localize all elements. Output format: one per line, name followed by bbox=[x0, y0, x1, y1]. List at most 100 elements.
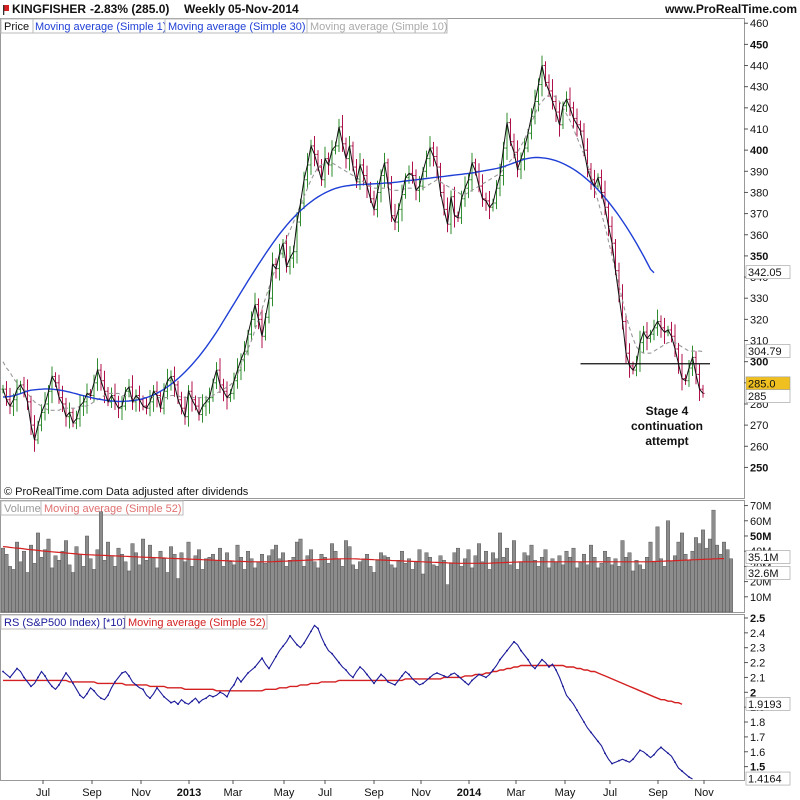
price-footer: © ProRealTime.com Data adjusted after di… bbox=[4, 486, 249, 498]
header-site[interactable]: www.ProRealTime.com bbox=[664, 2, 797, 16]
rs-point bbox=[345, 669, 347, 671]
annotation-line-3: attempt bbox=[645, 434, 688, 448]
price-tick-label: 370 bbox=[750, 209, 768, 221]
annotation-line-1: Stage 4 bbox=[646, 404, 689, 418]
volume-bar bbox=[540, 557, 544, 613]
tag-last: 285.0 bbox=[748, 378, 776, 390]
volume-bar bbox=[382, 555, 387, 613]
volume-bar bbox=[379, 552, 383, 613]
volume-tick-label: 60M bbox=[750, 516, 771, 528]
rs-point bbox=[170, 701, 172, 704]
rs-point bbox=[590, 731, 592, 734]
volume-bar bbox=[491, 552, 495, 613]
price-tick-label: 460 bbox=[750, 18, 768, 30]
rs-point bbox=[352, 676, 354, 679]
volume-bar bbox=[613, 558, 618, 613]
volume-bar bbox=[158, 550, 163, 613]
volume-panel[interactable] bbox=[0, 500, 745, 613]
rs-point bbox=[275, 655, 277, 658]
volume-bar bbox=[669, 561, 674, 613]
volume-bar bbox=[106, 541, 110, 613]
volume-bar bbox=[207, 557, 212, 613]
volume-bar bbox=[113, 566, 117, 613]
volume-bar bbox=[557, 555, 562, 613]
rs-point bbox=[688, 776, 690, 778]
volume-bar bbox=[449, 563, 453, 613]
volume-bar bbox=[575, 567, 579, 613]
volume-bar bbox=[333, 550, 338, 613]
volume-bar bbox=[673, 555, 677, 613]
rs-tick-label: 2.4 bbox=[750, 628, 765, 640]
volume-bar bbox=[358, 561, 362, 613]
x-tick-label: Mar bbox=[224, 787, 243, 799]
volume-bar bbox=[725, 549, 730, 613]
rs-point bbox=[513, 640, 515, 643]
volume-bar bbox=[722, 541, 726, 613]
price-tick-label: 300 bbox=[750, 357, 768, 369]
rs-point bbox=[443, 675, 445, 677]
volume-bar bbox=[319, 554, 324, 613]
rs-point bbox=[597, 740, 599, 743]
volume-bar bbox=[729, 558, 733, 613]
volume-bars bbox=[1, 509, 733, 613]
volume-bar bbox=[529, 544, 534, 613]
price-tick-label: 250 bbox=[750, 462, 768, 474]
rs-point bbox=[667, 752, 669, 755]
price-bar bbox=[701, 384, 705, 398]
volume-bar bbox=[515, 569, 520, 613]
rs-point bbox=[415, 680, 417, 683]
volume-bar bbox=[610, 564, 614, 613]
rs-point bbox=[268, 667, 270, 670]
rs-point bbox=[44, 675, 46, 677]
rs-panel[interactable] bbox=[0, 614, 745, 781]
rs-point bbox=[660, 746, 662, 749]
rs-point bbox=[576, 709, 578, 712]
rs-point bbox=[394, 683, 396, 686]
rs-point bbox=[37, 676, 39, 679]
volume-bar bbox=[316, 567, 320, 613]
volume-bar bbox=[120, 554, 124, 613]
volume-bar bbox=[456, 547, 460, 613]
price-tick-label: 390 bbox=[750, 166, 768, 178]
rs-point bbox=[310, 630, 312, 633]
header-change: -2.83% (285.0) bbox=[90, 2, 169, 16]
rs-point bbox=[177, 703, 179, 706]
price-tick-label: 330 bbox=[750, 293, 768, 305]
rs-point bbox=[548, 666, 550, 668]
volume-bar bbox=[186, 541, 191, 613]
volume-bar bbox=[165, 572, 170, 613]
volume-tick-label: 50M bbox=[750, 531, 771, 543]
volume-bar bbox=[407, 558, 411, 613]
tag-close-box bbox=[745, 389, 791, 403]
header-date: 05-Nov-2014 bbox=[228, 2, 299, 16]
volume-bar bbox=[477, 543, 481, 613]
volume-bar bbox=[162, 558, 166, 613]
price-tick-label: 430 bbox=[750, 82, 768, 94]
rs-point bbox=[478, 673, 480, 676]
volume-bar bbox=[39, 557, 44, 613]
volume-bar bbox=[148, 544, 152, 613]
rs-point bbox=[205, 697, 207, 700]
rs-point bbox=[324, 643, 326, 646]
rs-point bbox=[387, 680, 389, 683]
rs-tick-label: 2.5 bbox=[750, 613, 765, 625]
volume-bar bbox=[543, 549, 548, 613]
rs-point bbox=[632, 758, 634, 761]
legend-rs: RS (S&P500 Index) [*10] bbox=[4, 617, 126, 629]
volume-bar bbox=[305, 555, 310, 613]
volume-bar bbox=[263, 563, 268, 613]
volume-bar bbox=[176, 578, 180, 613]
volume-bar bbox=[32, 563, 37, 613]
volume-bar bbox=[256, 561, 261, 613]
volume-bar bbox=[368, 566, 373, 613]
rs-point bbox=[464, 680, 466, 683]
volume-bar bbox=[155, 567, 159, 613]
volume-bar bbox=[585, 564, 590, 613]
rs-point bbox=[485, 676, 487, 679]
volume-bar bbox=[662, 566, 667, 613]
volume-bar bbox=[302, 566, 306, 613]
volume-bar bbox=[641, 569, 646, 613]
volume-bar bbox=[624, 557, 628, 613]
rs-point bbox=[2, 670, 4, 673]
volume-bar bbox=[116, 547, 121, 613]
